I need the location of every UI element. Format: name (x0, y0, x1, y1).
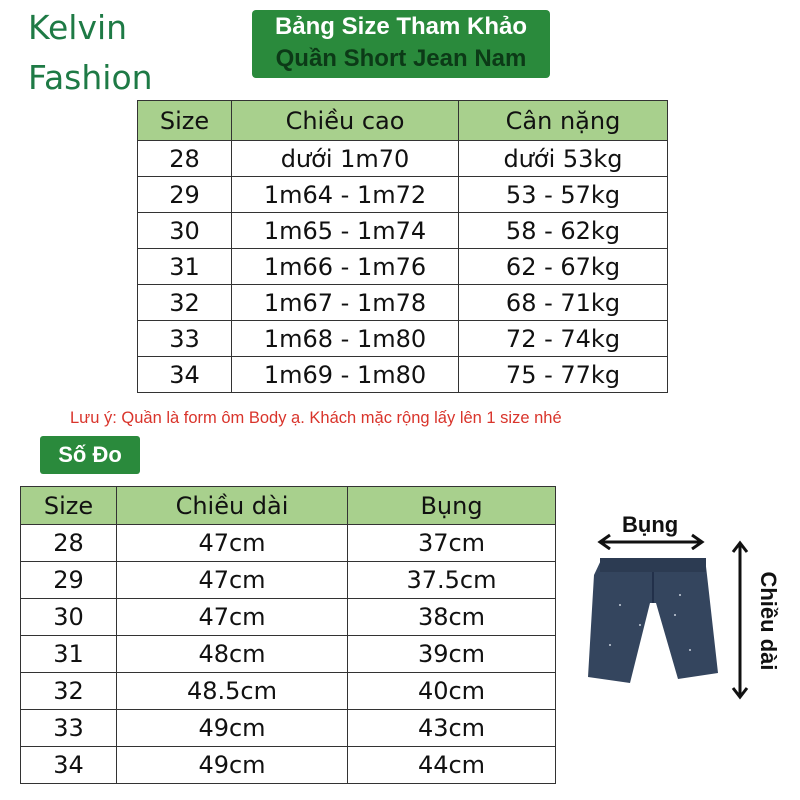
table-cell: 32 (137, 284, 232, 321)
table-cell: 40cm (347, 672, 556, 710)
table-row: 32 1m67 - 1m78 68 - 71kg (137, 284, 668, 321)
table-cell: 47cm (116, 524, 348, 562)
table-row: 34 1m69 - 1m80 75 - 77kg (137, 356, 668, 393)
table-cell: 30 (20, 598, 117, 636)
table-cell: 49cm (116, 709, 348, 747)
column-header: Size (137, 100, 232, 141)
length-arrow-icon (731, 540, 749, 700)
table-row: 28 dưới 1m70 dưới 53kg (137, 140, 668, 177)
title-box: Bảng Size Tham Khảo Quần Short Jean Nam (252, 10, 550, 78)
table-row: 30 1m65 - 1m74 58 - 62kg (137, 212, 668, 249)
brand-line-2: Fashion (28, 58, 153, 97)
table-row: 29 1m64 - 1m72 53 - 57kg (137, 176, 668, 213)
table-cell: 48cm (116, 635, 348, 673)
table-cell: 1m64 - 1m72 (231, 176, 459, 213)
column-header: Size (20, 486, 117, 525)
table-row: 28 47cm 37cm (20, 524, 556, 562)
table-cell: 48.5cm (116, 672, 348, 710)
table-cell: 72 - 74kg (458, 320, 668, 357)
table-cell: 68 - 71kg (458, 284, 668, 321)
table-cell: 1m66 - 1m76 (231, 248, 459, 285)
table-cell: 44cm (347, 746, 556, 784)
table-cell: 47cm (116, 561, 348, 599)
title-line-2: Quần Short Jean Nam (275, 45, 527, 72)
column-header: Chiều cao (231, 100, 459, 141)
table-cell: 58 - 62kg (458, 212, 668, 249)
table-row: 33 49cm 43cm (20, 709, 556, 747)
table-row: 32 48.5cm 40cm (20, 672, 556, 710)
column-header: Chiều dài (116, 486, 348, 525)
table-cell: 1m69 - 1m80 (231, 356, 459, 393)
table-cell: 30 (137, 212, 232, 249)
table-cell: 31 (20, 635, 117, 673)
brand-line-1: Kelvin (28, 8, 128, 47)
table-cell: 29 (137, 176, 232, 213)
table-cell: 29 (20, 561, 117, 599)
waist-arrow-icon (597, 533, 705, 550)
table-cell: dưới 53kg (458, 140, 668, 177)
table-row: 31 1m66 - 1m76 62 - 67kg (137, 248, 668, 285)
table-cell: 1m68 - 1m80 (231, 320, 459, 357)
table-cell: 34 (20, 746, 117, 784)
table-cell: 34 (137, 356, 232, 393)
measure-label: Số Đo (40, 436, 140, 474)
table-cell: 1m67 - 1m78 (231, 284, 459, 321)
table-cell: 39cm (347, 635, 556, 673)
table-cell: 31 (137, 248, 232, 285)
table-row: 29 47cm 37.5cm (20, 561, 556, 599)
table-cell: dưới 1m70 (231, 140, 459, 177)
table-cell: 28 (137, 140, 232, 177)
table-cell: 43cm (347, 709, 556, 747)
table-cell: 33 (20, 709, 117, 747)
table-cell: 37cm (347, 524, 556, 562)
jean-shorts-image (588, 558, 718, 683)
column-header: Bụng (347, 486, 556, 525)
table-cell: 53 - 57kg (458, 176, 668, 213)
length-label: Chiều dài (756, 571, 781, 671)
table-cell: 32 (20, 672, 117, 710)
table-row: 34 49cm 44cm (20, 746, 556, 784)
table-cell: 47cm (116, 598, 348, 636)
table-cell: 1m65 - 1m74 (231, 212, 459, 249)
size-table: Size Chiều cao Cân nặng 28 dưới 1m70 dưới 53k… (137, 100, 668, 393)
table-cell: 37.5cm (347, 561, 556, 599)
table-cell: 28 (20, 524, 117, 562)
table-cell: 62 - 67kg (458, 248, 668, 285)
table-cell: 38cm (347, 598, 556, 636)
table-cell: 49cm (116, 746, 348, 784)
measure-table: Size Chiều dài Bụng 28 47cm 37cm 29 47cm 37.5cm 3… (20, 486, 556, 784)
note: Lưu ý: Quần là form ôm Body ạ. Khách mặc… (70, 409, 562, 427)
table-row: 30 47cm 38cm (20, 598, 556, 636)
table-cell: 33 (137, 320, 232, 357)
column-header: Cân nặng (458, 100, 668, 141)
table-cell: 75 - 77kg (458, 356, 668, 393)
table-row: 31 48cm 39cm (20, 635, 556, 673)
waist-label: Bụng (622, 512, 679, 537)
table-row: 33 1m68 - 1m80 72 - 74kg (137, 320, 668, 357)
title-line-1: Bảng Size Tham Khảo (274, 13, 528, 40)
